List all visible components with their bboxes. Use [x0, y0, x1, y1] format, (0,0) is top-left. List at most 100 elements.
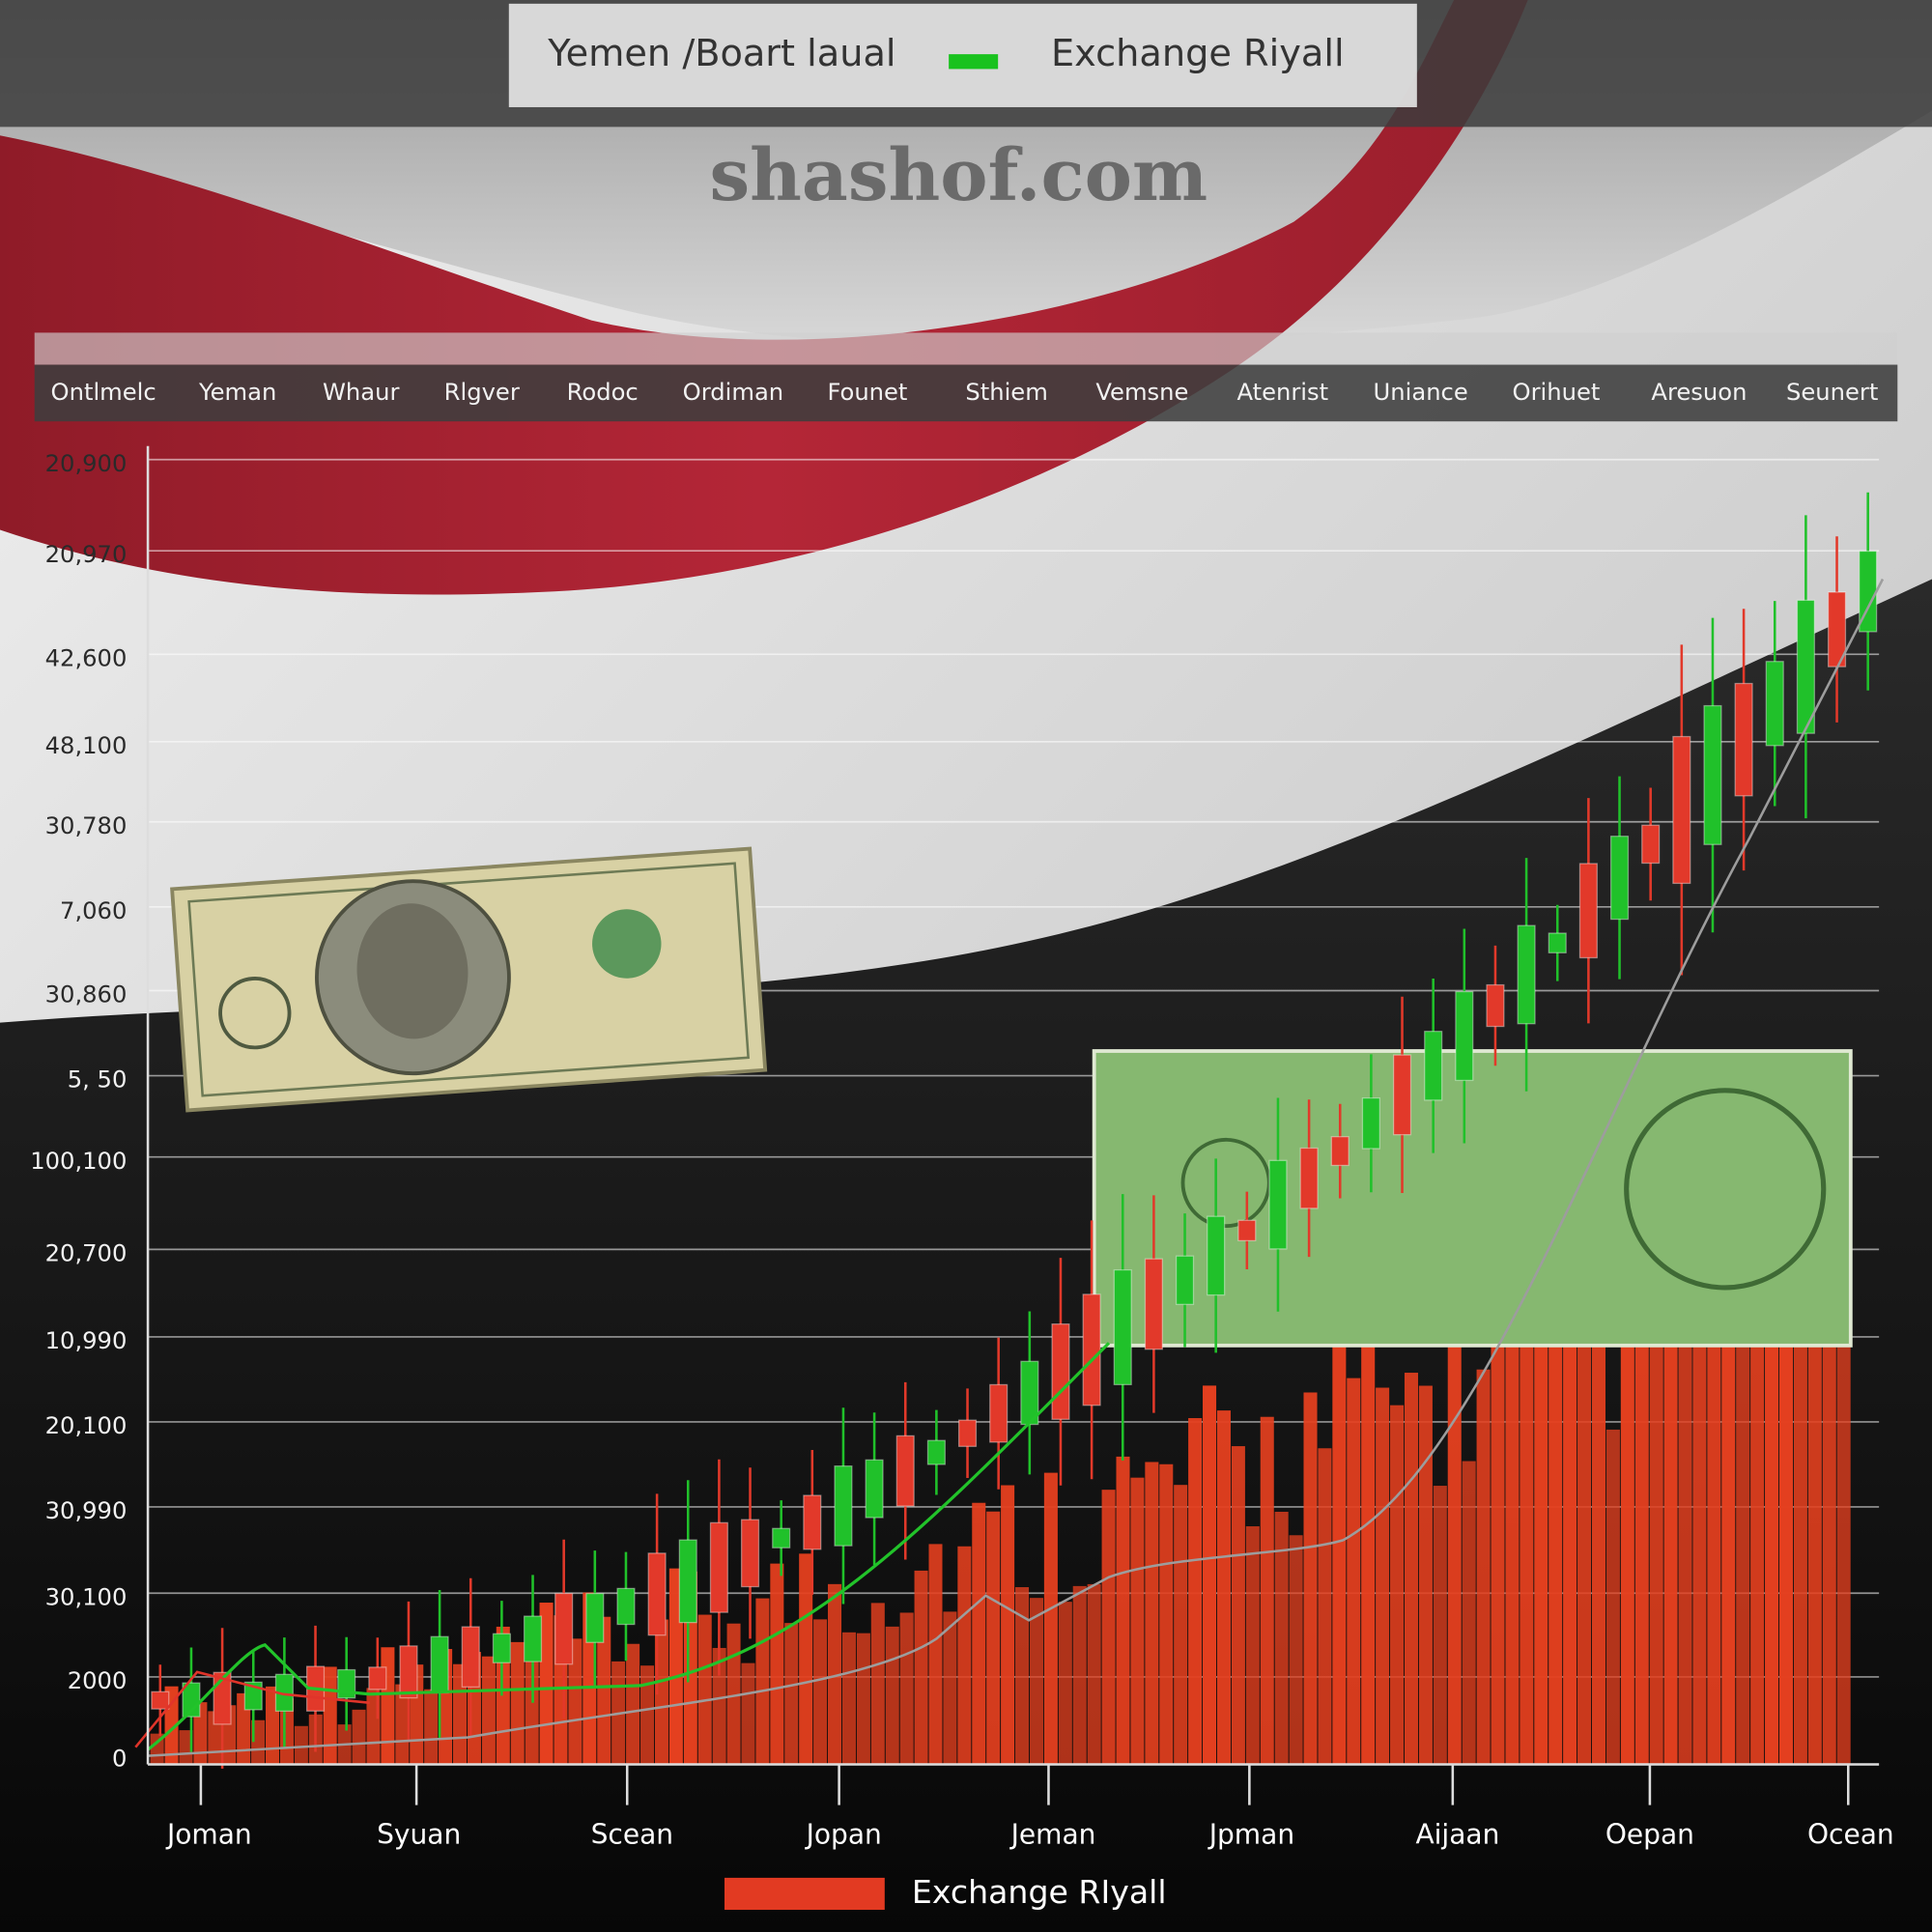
- bar-decor: [828, 1583, 842, 1765]
- category-label: Ordiman: [683, 379, 783, 406]
- bar-decor: [1390, 1405, 1405, 1765]
- candle-body: [1113, 1268, 1132, 1386]
- x-axis-label: Scean: [591, 1819, 673, 1851]
- candle-body: [399, 1645, 418, 1699]
- bar-decor: [1260, 1416, 1274, 1765]
- bar-decor: [1303, 1392, 1318, 1765]
- category-strip: [34, 364, 1898, 422]
- candle-body: [1765, 661, 1784, 747]
- candle-body: [1207, 1215, 1226, 1296]
- bar-decor: [1577, 1345, 1592, 1765]
- category-label: Seunert: [1786, 379, 1878, 406]
- bar-decor: [150, 1733, 164, 1765]
- candle-body: [1641, 824, 1661, 865]
- watermark: shashof.com: [710, 134, 1208, 217]
- bar-decor: [856, 1633, 870, 1765]
- bar-decor: [1605, 1429, 1620, 1765]
- bar-decor: [1116, 1456, 1130, 1765]
- bar-decor: [1822, 1345, 1836, 1765]
- legend-swatch: [724, 1877, 885, 1911]
- bar-decor: [870, 1603, 885, 1765]
- bar-decor: [1548, 1345, 1563, 1765]
- bar-decor: [1433, 1486, 1447, 1765]
- candle-body: [803, 1494, 822, 1550]
- candle-body: [1144, 1258, 1163, 1350]
- category-label: Aresuon: [1651, 379, 1747, 406]
- candle-body: [1424, 1031, 1443, 1101]
- y-axis-label: 20,970: [45, 541, 128, 568]
- y-axis-label: 10,990: [45, 1327, 128, 1354]
- strip-top: [34, 332, 1898, 365]
- bar-decor: [1649, 1345, 1663, 1765]
- candle-body: [895, 1435, 915, 1507]
- bar-decor: [654, 1619, 668, 1765]
- bar-decor: [568, 1638, 582, 1765]
- x-axis-label: Ocean: [1807, 1819, 1894, 1851]
- candle-body: [492, 1633, 511, 1663]
- bar-decor: [1216, 1410, 1231, 1765]
- bar-decor: [1462, 1461, 1476, 1765]
- candle-body: [1672, 735, 1691, 885]
- bar-decor: [323, 1666, 337, 1765]
- bar-decor: [453, 1663, 468, 1765]
- candle-body: [1299, 1147, 1319, 1209]
- bar-decor: [1793, 1345, 1807, 1765]
- candle-body: [1051, 1322, 1070, 1420]
- category-label: Yeman: [198, 379, 276, 406]
- bar-decor: [1332, 1345, 1347, 1765]
- bar-decor: [1274, 1511, 1289, 1765]
- bar-decor: [1491, 1345, 1505, 1765]
- candle-body: [616, 1587, 636, 1626]
- category-label: Rodoc: [567, 379, 639, 406]
- bar-decor: [1404, 1373, 1418, 1765]
- bar-decor: [1620, 1345, 1634, 1765]
- bar-decor: [1145, 1462, 1159, 1765]
- bar-decor: [1807, 1345, 1822, 1765]
- bar-decor: [928, 1544, 943, 1765]
- x-axis-label: Syuan: [377, 1819, 461, 1851]
- bar-decor: [712, 1647, 726, 1765]
- candle-body: [647, 1552, 667, 1636]
- bar-decor: [1520, 1345, 1534, 1765]
- candle-body: [585, 1592, 605, 1643]
- bar-decor: [352, 1709, 366, 1765]
- candle-body: [461, 1626, 480, 1688]
- candle-body: [1268, 1159, 1288, 1250]
- bar-decor: [424, 1689, 439, 1765]
- bar-decor: [899, 1612, 914, 1765]
- bar-decor: [1245, 1526, 1260, 1765]
- bar-decor: [1663, 1345, 1678, 1765]
- legend-label: Exchange RIyall: [912, 1873, 1167, 1911]
- trend-line-green: [147, 1342, 1111, 1751]
- bar-decor: [943, 1611, 957, 1765]
- y-axis-label: 2000: [68, 1667, 128, 1694]
- bar-decor: [1476, 1369, 1491, 1765]
- bar-decor: [813, 1619, 828, 1765]
- x-axis-label: Oepan: [1605, 1819, 1694, 1851]
- candle-body: [1175, 1255, 1195, 1305]
- bar-decor: [1418, 1385, 1433, 1765]
- candle-body: [957, 1419, 978, 1447]
- candle-body: [523, 1615, 543, 1662]
- candle-body: [926, 1439, 946, 1465]
- header-legend-left: Yemen /Boart laual: [547, 32, 895, 75]
- candle-body: [1082, 1293, 1101, 1406]
- bar-decor: [1203, 1385, 1217, 1765]
- bar-decor: [1347, 1378, 1361, 1765]
- candle-body: [430, 1635, 449, 1694]
- trend-line-gray: [147, 578, 1885, 1757]
- bar-decor: [1174, 1485, 1188, 1765]
- bar-decor: [179, 1730, 193, 1765]
- candle-body: [1517, 924, 1536, 1025]
- legend-swatch: [949, 54, 999, 70]
- bar-decor: [741, 1662, 755, 1765]
- category-label: Uniance: [1374, 379, 1468, 406]
- bar-decor: [1765, 1345, 1779, 1765]
- trend-line-red: [134, 1670, 370, 1748]
- right-bill: [1092, 1049, 1853, 1348]
- bar-decor: [914, 1570, 928, 1765]
- bar-pattern: [150, 1345, 1851, 1765]
- bar-decor: [1072, 1585, 1087, 1765]
- bar-decor: [972, 1502, 986, 1765]
